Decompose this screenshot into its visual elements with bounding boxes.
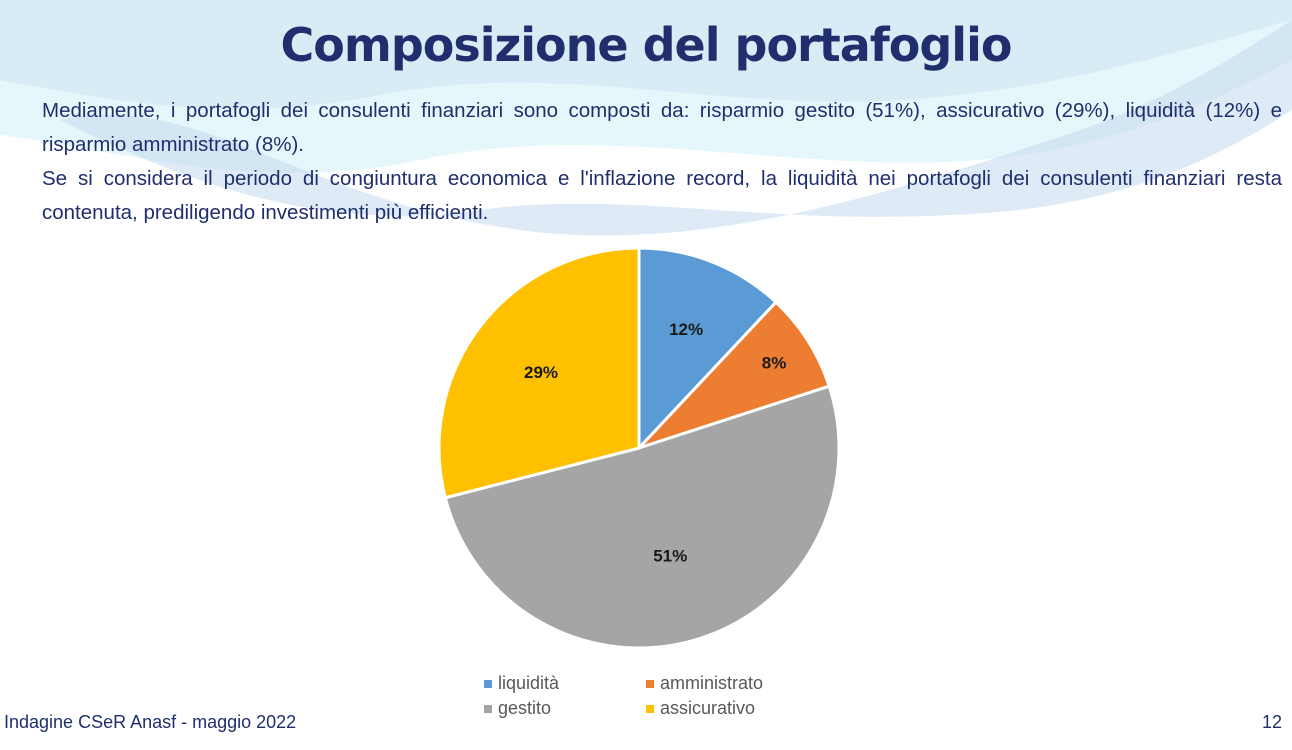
footer-source: Indagine CSeR Anasf - maggio 2022 [4, 712, 297, 732]
legend-swatch-gestito [484, 704, 492, 713]
wave-mid [0, 0, 1292, 109]
pie-slice-liquidita [637, 246, 779, 452]
intro-paragraph-1: Mediamente, i portafogli dei consulenti … [42, 99, 1282, 156]
pie-label-gestito: 51% [653, 547, 687, 566]
pie-label-liquidita: 12% [669, 320, 703, 339]
pie-label-amministrato: 8% [762, 353, 787, 372]
page-number: 12 [1261, 712, 1282, 732]
legend-label-amministrato: amministrato [660, 673, 764, 693]
background-wave [0, 0, 1292, 236]
intro-paragraph-2: Se si considera il periodo di congiuntur… [42, 167, 1282, 224]
pie-slice-assicurativo [437, 246, 641, 500]
legend-swatch-liquidita [484, 679, 492, 688]
legend-label-assicurativo: assicurativo [660, 698, 756, 718]
page-title: Composizione del portafoglio [280, 18, 1013, 72]
wave-deep [60, 20, 1292, 236]
pie-label-assicurativo: 29% [524, 363, 558, 382]
portfolio-pie-chart: 12% 8% 51% 29% [437, 246, 841, 650]
legend-swatch-amministrato [646, 679, 654, 688]
legend-item-amministrato: amministrato [646, 672, 806, 695]
legend-item-liquidita: liquidità [484, 672, 646, 695]
chart-legend: liquidità amministrato gestito assicurat… [484, 672, 814, 720]
legend-item-gestito: gestito [484, 697, 646, 720]
legend-swatch-assicurativo [646, 704, 654, 713]
legend-item-assicurativo: assicurativo [646, 697, 806, 720]
pie-slice-amministrato [637, 300, 832, 450]
pie-slice-gestito [443, 384, 841, 650]
legend-label-gestito: gestito [498, 698, 552, 718]
intro-text: Mediamente, i portafogli dei consulenti … [42, 94, 1282, 230]
legend-label-liquidita: liquidità [498, 673, 560, 693]
